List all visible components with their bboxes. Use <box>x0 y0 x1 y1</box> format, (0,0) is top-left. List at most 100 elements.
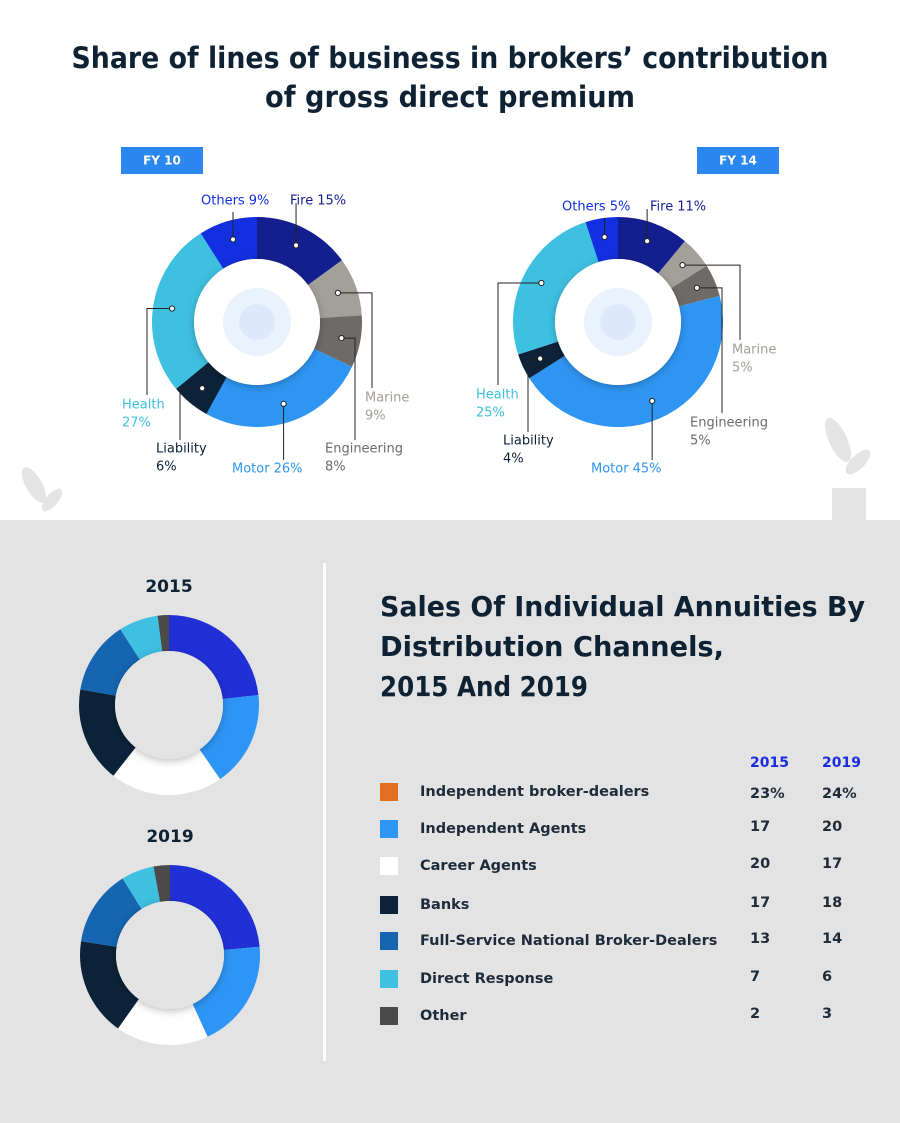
category-label: Others <box>562 200 606 215</box>
donut-segment <box>113 747 221 796</box>
table-value: 17 <box>750 819 770 835</box>
leader-dot <box>537 355 544 362</box>
donut-segment <box>257 217 342 285</box>
donut-title: 2015 <box>145 577 192 597</box>
row-label: Full-Service National Broker-Dealers <box>420 933 717 949</box>
category-label: Marine <box>732 343 776 358</box>
leader-dot <box>649 397 656 405</box>
value-label: 9% <box>365 409 386 424</box>
donut-hole <box>115 651 223 759</box>
main-title: of gross direct premium <box>265 80 635 114</box>
legend-swatch <box>380 932 398 950</box>
main-title: Share of lines of business in brokers’ c… <box>72 41 829 75</box>
legend-swatch <box>380 896 398 914</box>
fy-badge <box>697 147 779 174</box>
donut-segment <box>206 348 353 428</box>
leader-line <box>497 282 542 385</box>
category-label: Health <box>122 398 165 413</box>
row-label: Independent broker-dealers <box>420 784 649 800</box>
table-value: 20 <box>822 819 842 835</box>
legend-swatch <box>380 857 398 875</box>
donut-segment <box>199 695 259 780</box>
leader-dot <box>679 262 686 269</box>
category-label: Liability <box>156 442 207 457</box>
leader-dot <box>292 242 300 249</box>
table-value: 20 <box>750 856 770 872</box>
leader-line <box>682 264 741 340</box>
hole-glow <box>600 304 636 340</box>
plant-decoration <box>21 417 871 520</box>
donut-segment <box>170 865 260 951</box>
table-value: 3 <box>822 1006 832 1022</box>
leader-dot <box>168 305 176 312</box>
value-label: 26% <box>274 462 303 477</box>
table-value: 14 <box>822 931 842 947</box>
donut-segment <box>157 615 169 652</box>
table-value: 17 <box>822 856 842 872</box>
leader-line <box>527 358 541 432</box>
donut-segment <box>169 615 259 700</box>
donut-segment <box>120 615 163 660</box>
leader-line <box>337 292 373 388</box>
legend-swatch <box>380 820 398 838</box>
fy-label: FY 10 <box>143 154 181 168</box>
value-label: 45% <box>633 462 662 477</box>
table-title: Sales Of Individual Annuities By <box>380 590 865 623</box>
table-title: 2015 And 2019 <box>380 670 588 703</box>
donut-segment <box>78 689 136 776</box>
donut-segment <box>513 222 599 355</box>
category-label: Motor <box>591 462 629 477</box>
leader-dot <box>538 279 545 287</box>
fy-label: FY 14 <box>719 154 757 168</box>
legend-swatch <box>380 1007 398 1025</box>
category-label: Motor <box>232 462 270 477</box>
value-label: 5% <box>732 361 753 376</box>
value-label: 6% <box>156 460 177 475</box>
legend-swatch <box>380 783 398 801</box>
table-value: 17 <box>750 895 770 911</box>
leader-line <box>341 337 356 440</box>
category-label: Others <box>201 194 245 209</box>
legend-swatch <box>380 970 398 988</box>
donut-segment <box>585 217 618 263</box>
donut-segment <box>192 946 261 1037</box>
hole-glow <box>239 304 275 340</box>
category-label: Fire <box>290 194 313 209</box>
table-value: 6 <box>822 969 832 985</box>
value-label: 5% <box>610 200 631 215</box>
donut-segment <box>307 260 362 319</box>
category-label: Engineering <box>690 416 768 431</box>
donut-segment <box>200 217 257 269</box>
value-label: 25% <box>476 406 505 421</box>
value-label: 15% <box>317 194 346 209</box>
donut-segment <box>314 315 363 367</box>
top-background <box>0 0 900 520</box>
leader-line <box>179 387 203 440</box>
donut-segment <box>153 865 170 902</box>
table-value: 13 <box>750 931 770 947</box>
category-label: Liability <box>503 434 554 449</box>
table-title: Distribution Channels, <box>380 630 724 663</box>
divider <box>323 563 326 1061</box>
value-label: 8% <box>325 460 346 475</box>
donut-segment <box>81 878 142 947</box>
fy-badge <box>121 147 203 174</box>
donut-title: 2019 <box>146 827 193 847</box>
value-label: 11% <box>677 200 706 215</box>
category-label: Health <box>476 388 519 403</box>
donut-segment <box>529 295 723 427</box>
column-header: 2015 <box>750 755 789 771</box>
donut-segment <box>152 233 224 389</box>
table-value: 23% <box>750 786 785 802</box>
leader-dot <box>644 237 651 245</box>
table-value: 18 <box>822 895 842 911</box>
leader-line <box>146 308 173 395</box>
value-label: 27% <box>122 416 151 431</box>
donut-segment <box>618 217 685 274</box>
leader-line <box>696 287 723 413</box>
leader-dot <box>601 233 608 241</box>
donut-segment <box>80 629 140 696</box>
leader-dot <box>334 289 342 296</box>
